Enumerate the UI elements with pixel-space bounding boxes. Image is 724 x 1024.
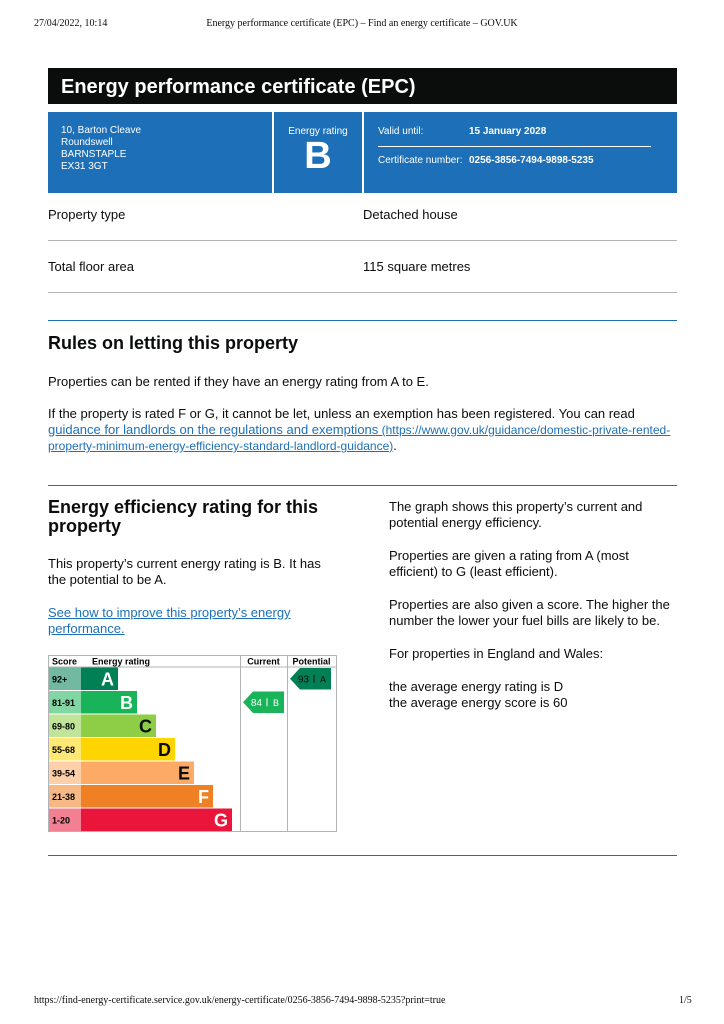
paragraph: Properties are also given a score. The h… bbox=[389, 597, 670, 628]
band-score: 21-38 bbox=[52, 792, 75, 802]
valid-label: Valid until: bbox=[378, 126, 424, 137]
text: If the property is rated F or G, it cann… bbox=[48, 406, 635, 421]
link[interactable]: See how to improve this property’s energ… bbox=[48, 605, 291, 636]
paragraph: Properties are given a rating from A (mo… bbox=[389, 548, 629, 579]
address-line: 10, Barton Cleave bbox=[61, 125, 142, 136]
header-bar: Energy performance certificate (EPC) bbox=[48, 68, 677, 104]
section-rule bbox=[48, 485, 677, 486]
paragraph: If the property is rated F or G, it cann… bbox=[48, 406, 680, 454]
band-bar bbox=[81, 691, 137, 714]
row-value: 115 square metres bbox=[363, 259, 471, 274]
rating-label: Energy rating bbox=[288, 126, 348, 137]
score-cell bbox=[49, 785, 81, 808]
band-bar bbox=[81, 714, 156, 737]
column-header: Potential bbox=[292, 657, 330, 667]
address-box: 10, Barton Cleave Roundswell BARNSTAPLE … bbox=[48, 112, 272, 193]
text: . bbox=[393, 438, 397, 453]
paragraph: Properties can be rented if they have an… bbox=[48, 374, 429, 389]
band-bar bbox=[81, 761, 194, 784]
column-header: Score bbox=[52, 657, 77, 667]
row-label: Property type bbox=[48, 207, 126, 222]
paragraph: For properties in England and Wales: bbox=[389, 646, 604, 661]
band-score: 69-80 bbox=[52, 721, 75, 731]
column-header: Energy rating bbox=[92, 657, 150, 667]
paragraph: the average energy score is 60 bbox=[389, 695, 568, 710]
certificate-label: Certificate number: bbox=[378, 155, 463, 166]
arrow-letter: B bbox=[273, 698, 279, 708]
valid-date: 15 January 2028 bbox=[469, 126, 547, 137]
score-cell bbox=[49, 738, 81, 761]
link[interactable]: guidance for landlords on the regulation… bbox=[48, 422, 379, 437]
score-cell bbox=[49, 714, 81, 737]
band-letter: F bbox=[198, 787, 209, 807]
band-bar bbox=[81, 738, 175, 761]
page-number: 1/5 bbox=[679, 995, 692, 1006]
certificate-box: Valid until: 15 January 2028 Certificate… bbox=[364, 112, 677, 193]
band-score: 92+ bbox=[52, 674, 67, 684]
arrow bbox=[290, 668, 331, 690]
row-label: Total floor area bbox=[48, 259, 134, 274]
arrow-score: 93 bbox=[298, 674, 310, 685]
paragraph: This property’s current energy rating is… bbox=[48, 556, 321, 587]
rule bbox=[48, 292, 677, 293]
band-bar bbox=[81, 785, 213, 808]
rating-chart: Score Energy rating Current Potential 92+ A 81… bbox=[48, 655, 337, 832]
arrow-letter: A bbox=[320, 674, 326, 684]
section-title: Rules on letting this property bbox=[48, 333, 299, 353]
address-line: EX31 3GT bbox=[61, 161, 108, 172]
rule bbox=[48, 240, 677, 241]
band-score: 1-20 bbox=[52, 815, 70, 825]
band-bar bbox=[81, 667, 118, 690]
rating-letter: B bbox=[304, 135, 332, 177]
column-header: Current bbox=[247, 657, 280, 667]
score-cell bbox=[49, 761, 81, 784]
score-cell bbox=[49, 667, 81, 690]
score-cell bbox=[49, 691, 81, 714]
band-letter: E bbox=[178, 763, 190, 783]
right-column: The graph shows this property’s current … bbox=[389, 499, 679, 711]
rating-box: Energy rating B bbox=[274, 112, 362, 193]
section-rule bbox=[48, 320, 677, 321]
section-rule bbox=[48, 855, 677, 856]
potential-rating: 93 A bbox=[290, 668, 331, 690]
arrow-score: 84 bbox=[251, 698, 263, 709]
band-bar bbox=[81, 808, 232, 831]
section-title: Energy efficiency rating for this proper… bbox=[48, 497, 319, 536]
link-url[interactable]: (https://www.gov.uk/guidance/domestic-pr… bbox=[48, 423, 671, 453]
paragraph: the average energy rating is D bbox=[389, 679, 564, 694]
address-line: Roundswell bbox=[61, 137, 113, 148]
chart-frame bbox=[48, 655, 337, 832]
arrow bbox=[243, 691, 284, 713]
address-line: BARNSTAPLE bbox=[61, 149, 127, 160]
band-letter: D bbox=[158, 740, 171, 760]
band-letter: B bbox=[120, 693, 133, 713]
score-cell bbox=[49, 808, 81, 831]
band-score: 81-91 bbox=[52, 698, 75, 708]
current-rating: 84 B bbox=[243, 691, 284, 713]
certificate-number: 0256-3856-7494-9898-5235 bbox=[469, 155, 594, 166]
divider bbox=[378, 146, 651, 147]
print-date: 27/04/2022, 10:14 bbox=[34, 18, 108, 29]
band-letter: G bbox=[214, 810, 228, 830]
header-title: Energy performance certificate (EPC) bbox=[61, 76, 416, 98]
footer-url: https://find-energy-certificate.service.… bbox=[34, 995, 446, 1006]
band-letter: C bbox=[139, 716, 152, 736]
band-score: 39-54 bbox=[52, 768, 75, 778]
paragraph: The graph shows this property’s current … bbox=[389, 499, 643, 530]
row-value: Detached house bbox=[363, 207, 458, 222]
band-letter: A bbox=[101, 669, 114, 689]
print-title: Energy performance certificate (EPC) – F… bbox=[206, 18, 518, 29]
band-score: 55-68 bbox=[52, 745, 75, 755]
